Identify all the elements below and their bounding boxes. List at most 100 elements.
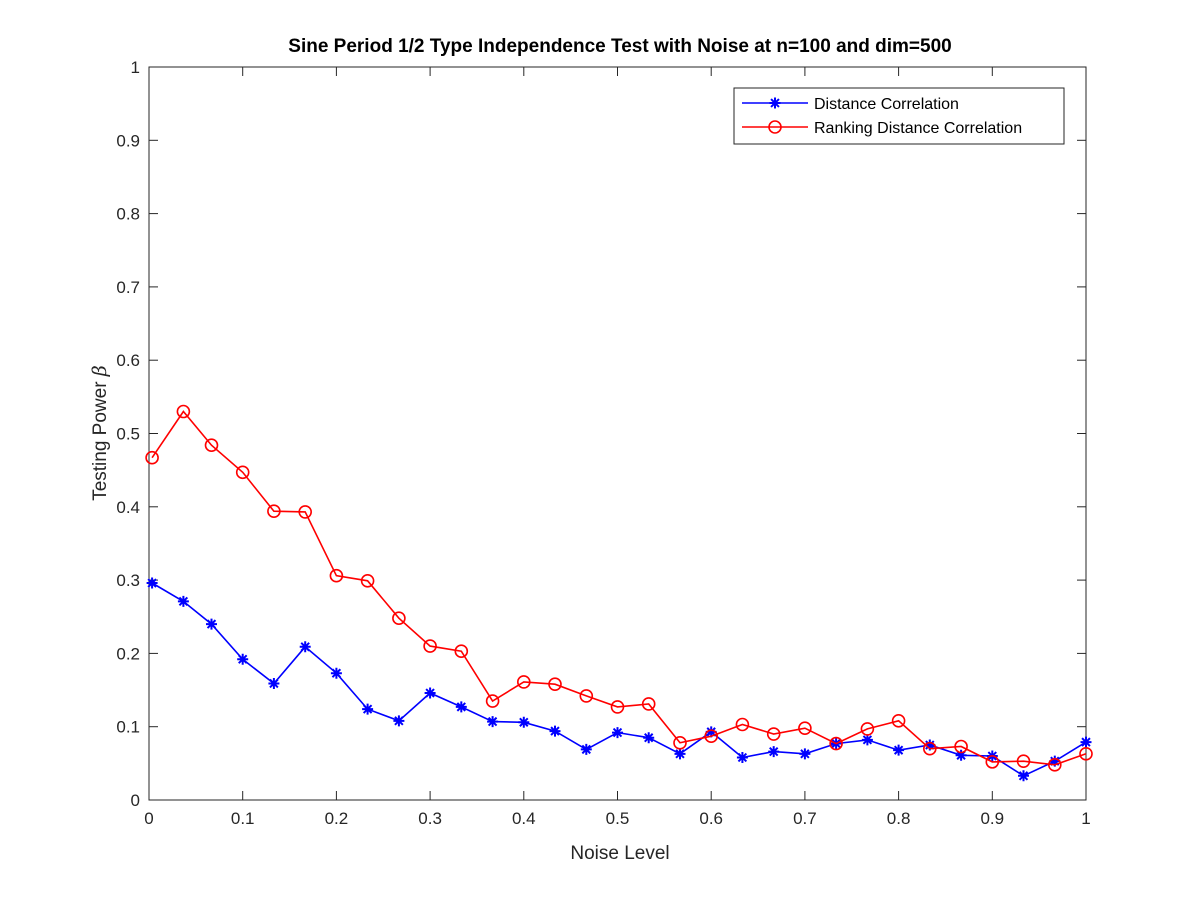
legend-entry-2: Ranking Distance Correlation <box>742 120 1022 137</box>
data-point <box>643 732 655 744</box>
data-point <box>298 505 312 519</box>
x-tick-label: 0.4 <box>512 809 536 828</box>
data-point <box>766 727 781 741</box>
series-line <box>151 410 1087 766</box>
x-tick-label: 1 <box>1081 809 1090 828</box>
data-point <box>798 721 812 735</box>
data-point <box>329 568 344 583</box>
data-point <box>610 700 625 714</box>
legend-label: Ranking Distance Correlation <box>814 120 1022 137</box>
legend-marker <box>769 97 781 109</box>
data-point <box>235 465 250 480</box>
data-point <box>923 741 937 756</box>
chart-title: Sine Period 1/2 Type Independence Test w… <box>288 36 951 57</box>
y-tick-label: 0.3 <box>116 571 140 590</box>
series-1 <box>146 577 1092 782</box>
data-point <box>1049 755 1061 767</box>
y-tick-label: 0.4 <box>116 498 140 517</box>
x-tick-label: 0.9 <box>980 809 1004 828</box>
data-point <box>674 748 686 760</box>
data-point <box>485 694 500 708</box>
data-point <box>580 743 592 755</box>
data-point <box>177 595 189 607</box>
y-axis-ticks: 0 0.1 0.2 0.3 0.4 0.5 0.6 0.7 0.8 0.9 1 <box>116 58 1086 810</box>
data-point <box>891 714 906 728</box>
data-point <box>768 746 780 758</box>
data-point <box>518 716 530 728</box>
data-point <box>704 729 719 744</box>
x-tick-label: 0.2 <box>325 809 349 828</box>
legend-marker <box>768 120 782 134</box>
data-point <box>146 577 158 589</box>
data-point <box>424 687 436 699</box>
x-tick-label: 0.3 <box>418 809 442 828</box>
legend: Distance Correlation Ranking Distance Cor… <box>733 87 1065 145</box>
x-tick-label: 0.6 <box>699 809 723 828</box>
y-tick-label: 0.7 <box>116 278 140 297</box>
x-tick-label: 0.1 <box>231 809 255 828</box>
data-point <box>548 677 562 691</box>
y-axis-label-text: Testing Power <box>90 376 111 501</box>
y-tick-label: 0 <box>131 791 140 810</box>
data-point <box>1047 758 1062 772</box>
data-point <box>705 726 717 738</box>
data-point <box>1018 770 1029 782</box>
data-point <box>362 703 374 715</box>
data-point <box>330 667 342 679</box>
data-point <box>549 725 561 737</box>
x-tick-label: 0 <box>144 809 153 828</box>
x-tick-label: 0.5 <box>606 809 630 828</box>
data-point <box>579 689 594 703</box>
data-point <box>267 504 281 518</box>
data-point <box>641 697 656 711</box>
x-tick-label: 0.8 <box>887 809 911 828</box>
data-point <box>360 574 375 588</box>
x-tick-label: 0.7 <box>793 809 817 828</box>
y-tick-label: 0.8 <box>116 205 140 224</box>
data-point <box>736 751 748 763</box>
x-axis-ticks: 0 0.1 0.2 0.3 0.4 0.5 0.6 0.7 0.8 0.9 1 <box>144 67 1091 828</box>
data-point <box>516 675 531 689</box>
y-tick-label: 0.2 <box>116 644 140 663</box>
y-tick-label: 1 <box>131 58 140 77</box>
series-2 <box>145 404 1093 772</box>
x-axis-label: Noise Level <box>570 843 669 864</box>
data-point <box>1016 754 1031 768</box>
data-point <box>423 639 437 653</box>
data-point <box>205 618 217 630</box>
y-axis-label-symbol: β <box>89 365 111 377</box>
data-point <box>860 722 875 736</box>
data-point <box>268 677 280 689</box>
plot-area: 0 0.1 0.2 0.3 0.4 0.5 0.6 0.7 0.8 0.9 1 0 0.1 0.2 0.3… <box>116 58 1093 828</box>
data-point <box>799 748 811 760</box>
data-point <box>299 641 311 653</box>
data-point <box>145 450 159 465</box>
data-point <box>893 744 905 756</box>
data-point <box>1079 747 1093 761</box>
data-point <box>393 715 405 727</box>
legend-entries: Distance Correlation Ranking Distance Cor… <box>742 96 1022 137</box>
legend-entry-1: Distance Correlation <box>742 96 959 113</box>
data-point <box>735 717 750 732</box>
series-layer <box>145 404 1093 782</box>
data-point <box>924 739 936 751</box>
legend-box <box>733 87 1065 145</box>
data-point <box>955 749 967 761</box>
y-tick-label: 0.9 <box>116 131 140 150</box>
data-point <box>829 736 843 751</box>
y-tick-label: 0.5 <box>116 425 140 444</box>
legend-label: Distance Correlation <box>814 96 959 113</box>
data-point <box>237 653 249 665</box>
data-point <box>455 701 467 713</box>
data-point <box>204 438 219 453</box>
data-point <box>487 716 499 728</box>
data-point <box>454 644 469 659</box>
data-point <box>861 734 873 746</box>
data-point <box>954 739 968 754</box>
y-axis-label: Testing Power β <box>89 365 111 501</box>
data-point <box>985 755 1000 769</box>
y-tick-label: 0.1 <box>116 718 140 737</box>
axes-box <box>148 66 1087 801</box>
data-point <box>673 736 687 750</box>
